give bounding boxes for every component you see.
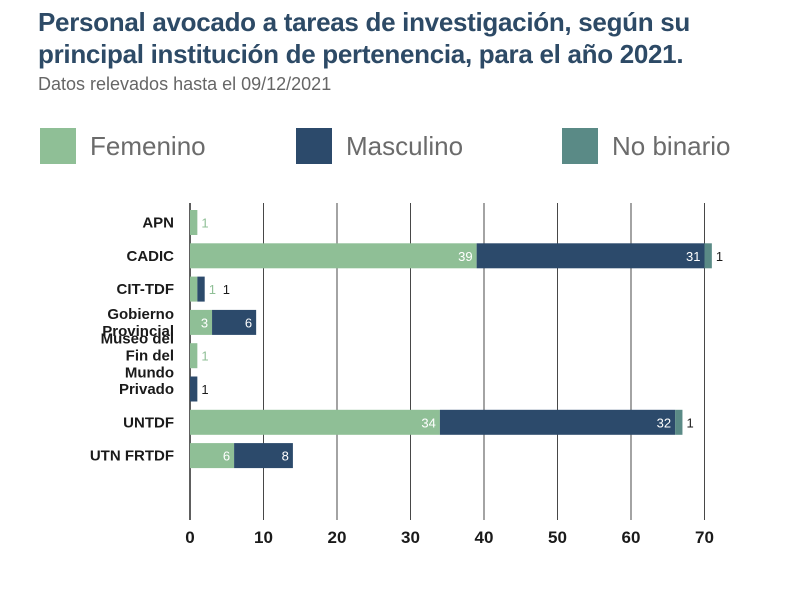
data-label-femenino: 1 xyxy=(209,282,216,297)
legend-label-masculino: Masculino xyxy=(346,130,464,161)
data-label-masculino: 6 xyxy=(245,315,252,330)
category-label: UNTDF xyxy=(123,414,174,431)
category-label: CIT-TDF xyxy=(117,281,175,298)
legend-swatch-femenino xyxy=(40,128,76,164)
data-label-no-binario: 1 xyxy=(686,415,693,430)
x-tick-label: 50 xyxy=(548,528,567,547)
legend-label-femenino: Femenino xyxy=(90,130,206,161)
data-label-no-binario: 1 xyxy=(716,249,723,264)
data-label-masculino: 8 xyxy=(282,449,289,464)
legend-swatch-masculino xyxy=(296,128,332,164)
bar-masculino xyxy=(212,309,257,335)
bar-femenino xyxy=(190,276,198,302)
legend-label-no-binario: No binario xyxy=(612,130,731,161)
chart-subtitle: Datos relevados hasta el 09/12/2021 xyxy=(38,74,332,94)
data-label-femenino: 3 xyxy=(201,315,208,330)
data-label-femenino: 6 xyxy=(223,449,230,464)
data-label-masculino: 32 xyxy=(657,415,671,430)
bar-masculino xyxy=(190,376,198,402)
x-tick-label: 40 xyxy=(475,528,494,547)
bar-masculino xyxy=(476,243,705,269)
x-tick-label: 20 xyxy=(328,528,347,547)
legend-swatch-no-binario xyxy=(562,128,598,164)
category-label: UTN FRTDF xyxy=(90,448,174,465)
category-label: APN xyxy=(142,215,174,232)
legend-item-femenino: Femenino xyxy=(40,128,206,164)
x-tick-label: 60 xyxy=(622,528,641,547)
category-label: Gobierno Provincial xyxy=(102,306,174,340)
data-label-femenino: 34 xyxy=(421,415,435,430)
bar-femenino xyxy=(190,409,440,435)
data-label-masculino: 31 xyxy=(686,249,700,264)
legend-item-masculino: Masculino xyxy=(296,128,463,164)
chart-title: Personal avocado a tareas de investigaci… xyxy=(38,7,690,69)
bar-femenino xyxy=(190,243,477,269)
data-label-femenino: 1 xyxy=(201,349,208,364)
bar-masculino xyxy=(197,276,205,302)
bar-masculino xyxy=(439,409,676,435)
data-label-femenino: 1 xyxy=(201,216,208,231)
category-label: CADIC xyxy=(127,248,175,265)
legend-item-no-binario: No binario xyxy=(562,128,731,164)
category-label: Privado xyxy=(119,381,174,398)
bar-no-binario xyxy=(675,409,683,435)
legend: Femenino Masculino No binario xyxy=(0,0,800,200)
x-tick-label: 0 xyxy=(185,528,194,547)
bar-femenino xyxy=(190,443,235,469)
bar-no-binario xyxy=(704,243,712,269)
bar-femenino xyxy=(190,210,198,235)
data-label-femenino: 39 xyxy=(458,249,472,264)
data-label-masculino: 1 xyxy=(201,382,208,397)
bar-femenino xyxy=(190,309,213,335)
x-tick-label: 70 xyxy=(695,528,714,547)
x-tick-label: 30 xyxy=(401,528,420,547)
bar-femenino xyxy=(190,343,198,369)
bar-masculino xyxy=(234,443,293,469)
data-label-masculino: 1 xyxy=(223,282,230,297)
category-label: Museo del Fin del Mundo xyxy=(101,331,174,382)
x-tick-label: 10 xyxy=(254,528,273,547)
